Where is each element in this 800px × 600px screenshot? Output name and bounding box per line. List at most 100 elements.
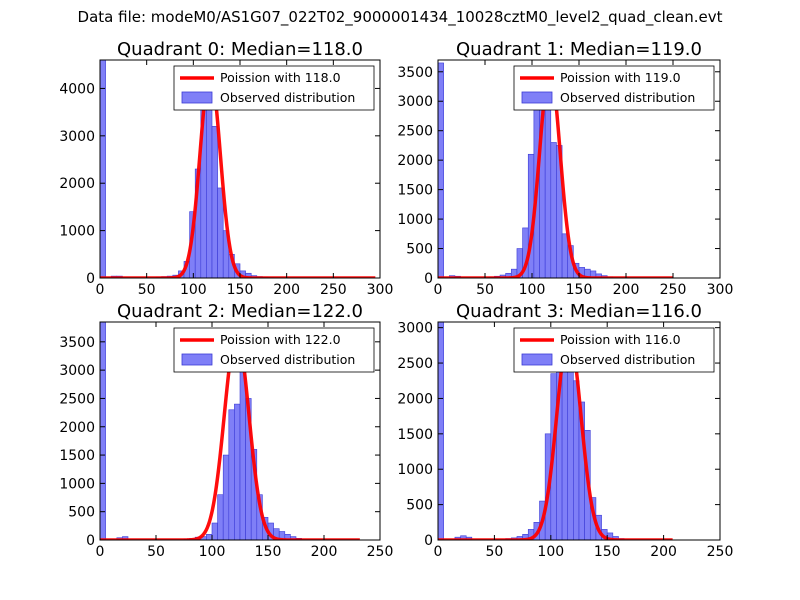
histogram-bar: [561, 233, 569, 278]
histogram-bar: [550, 142, 557, 278]
histogram-bar: [217, 187, 224, 278]
y-tick-label: 2000: [397, 391, 433, 407]
histogram-bar: [573, 380, 580, 540]
x-tick-label: 50: [476, 282, 494, 298]
y-tick-label: 3500: [59, 335, 95, 351]
poisson-curve: [438, 332, 673, 540]
x-tick-label: 150: [227, 282, 254, 298]
y-tick-label: 0: [86, 271, 95, 287]
subplot-quadrant-1: 0 50 100 150 200 250 3000500100015002000250030…: [397, 39, 733, 298]
legend-label-observed: Observed distribution: [220, 352, 355, 367]
x-tick-label: 250: [707, 544, 734, 560]
y-tick-label: 500: [406, 498, 433, 514]
legend: Poission with 118.0 Observed distribution: [173, 65, 375, 111]
legend-label-poisson: Poission with 116.0: [560, 332, 681, 347]
x-tick-label: 50: [485, 544, 503, 560]
y-tick-label: 3000: [397, 94, 433, 110]
x-tick-label: 200: [273, 282, 300, 298]
x-tick-label: 0: [96, 544, 105, 560]
x-tick-label: 100: [519, 282, 546, 298]
y-tick-label: 2000: [59, 176, 95, 192]
histogram-bar: [234, 403, 241, 540]
y-tick-label: 0: [86, 533, 95, 549]
poisson-curve: [100, 70, 376, 278]
legend-label-observed: Observed distribution: [220, 90, 355, 105]
subplot-title: Quadrant 0: Median=118.0: [117, 39, 363, 60]
plot-area: [100, 60, 376, 278]
y-tick-label: 0: [424, 271, 433, 287]
x-tick-label: 150: [566, 282, 593, 298]
legend-label-poisson: Poission with 119.0: [560, 70, 681, 85]
subplot-quadrant-3: 0 50 100 150 200 250050010001500200025003000Q…: [397, 301, 733, 560]
x-tick-label: 200: [613, 282, 640, 298]
legend-bar-swatch: [521, 91, 553, 104]
histogram-bar: [206, 88, 213, 278]
legend-label-observed: Observed distribution: [560, 90, 695, 105]
histogram-bar: [211, 522, 218, 540]
x-tick-label: 0: [96, 282, 105, 298]
x-tick-label: 50: [138, 282, 156, 298]
figure-title: Data file: modeM0/AS1G07_022T02_90000014…: [77, 8, 723, 26]
x-tick-label: 250: [320, 282, 347, 298]
histogram-bar: [544, 89, 552, 278]
plot-area: [100, 322, 360, 540]
histogram-bar: [206, 534, 213, 540]
legend: Poission with 116.0 Observed distribution: [513, 327, 715, 373]
axes-frame: [99, 321, 381, 541]
legend: Poission with 122.0 Observed distribution: [173, 327, 375, 373]
histogram-bar: [222, 454, 230, 540]
x-tick-label: 200: [650, 544, 677, 560]
legend-label-poisson: Poission with 118.0: [220, 70, 341, 85]
y-tick-label: 3000: [397, 321, 433, 337]
y-tick-label: 1000: [59, 476, 95, 492]
histogram-bar: [100, 60, 106, 278]
x-tick-label: 200: [311, 544, 338, 560]
y-tick-label: 0: [424, 533, 433, 549]
x-tick-label: 50: [147, 544, 165, 560]
legend-bar-swatch: [181, 91, 213, 104]
y-tick-label: 2500: [59, 391, 95, 407]
y-tick-label: 4000: [59, 81, 95, 97]
x-tick-label: 100: [180, 282, 207, 298]
subplot-quadrant-2: 0 50 100 150 200 2500500100015002000250030003…: [59, 301, 393, 560]
histogram-bar: [438, 62, 444, 278]
axes-frame: [437, 321, 721, 541]
legend-label-observed: Observed distribution: [560, 352, 695, 367]
y-tick-label: 2500: [397, 356, 433, 372]
subplot-title: Quadrant 1: Median=119.0: [456, 39, 702, 60]
x-tick-label: 300: [367, 282, 394, 298]
plot-area: [438, 322, 673, 540]
y-tick-label: 1500: [397, 427, 433, 443]
y-tick-label: 3500: [397, 65, 433, 81]
legend: Poission with 119.0 Observed distribution: [513, 65, 715, 111]
x-tick-label: 150: [255, 544, 282, 560]
legend-bar-swatch: [181, 353, 213, 366]
y-tick-label: 1500: [59, 448, 95, 464]
subplot-title: Quadrant 3: Median=116.0: [456, 301, 702, 322]
x-tick-label: 300: [707, 282, 734, 298]
x-tick-label: 100: [537, 544, 564, 560]
y-tick-label: 2000: [397, 153, 433, 169]
y-tick-label: 3000: [59, 129, 95, 145]
x-tick-label: 0: [434, 282, 443, 298]
y-tick-label: 2500: [397, 124, 433, 140]
y-tick-label: 3000: [59, 363, 95, 379]
y-tick-label: 1000: [397, 462, 433, 478]
subplot-quadrant-0: 0 50 100 150 200 250 30001000200030004000Quadr…: [59, 39, 393, 298]
subplot-title: Quadrant 2: Median=122.0: [117, 301, 363, 322]
x-tick-label: 100: [199, 544, 226, 560]
x-tick-label: 250: [660, 282, 687, 298]
histogram-bar: [438, 322, 444, 540]
histogram-bar: [211, 126, 218, 278]
x-tick-label: 0: [434, 544, 443, 560]
histogram-bar: [100, 322, 106, 540]
y-tick-label: 500: [406, 242, 433, 258]
y-tick-label: 2000: [59, 420, 95, 436]
histogram-bar: [228, 409, 235, 540]
y-tick-label: 500: [68, 505, 95, 521]
x-tick-label: 150: [594, 544, 621, 560]
legend-bar-swatch: [521, 353, 553, 366]
y-tick-label: 1000: [397, 212, 433, 228]
y-tick-label: 1500: [397, 183, 433, 199]
